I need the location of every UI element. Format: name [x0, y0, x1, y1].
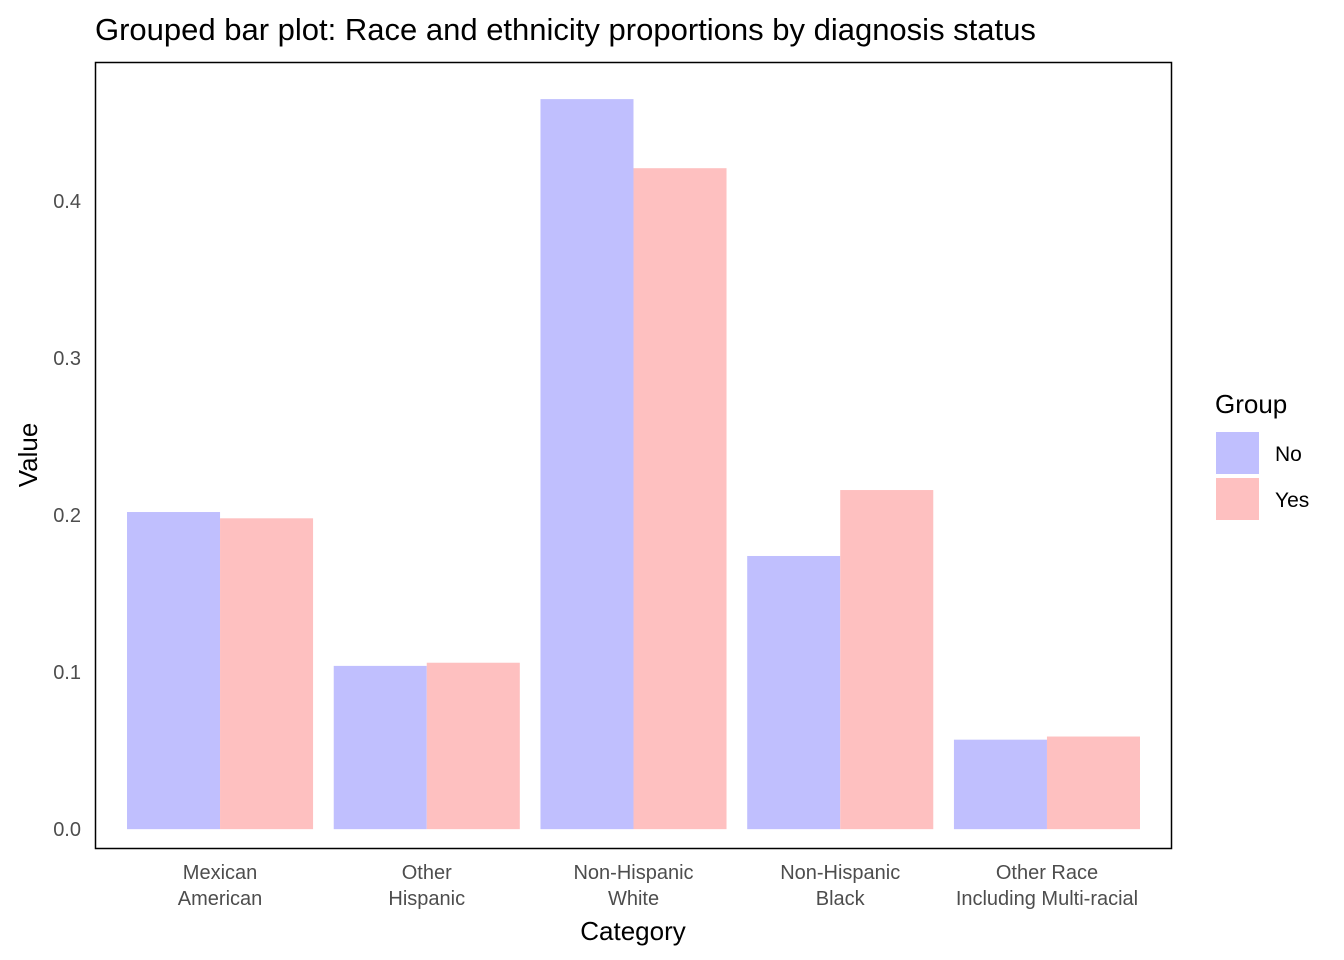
bar-no-1 — [333, 665, 427, 830]
x-tick-label: Black — [816, 888, 866, 910]
x-axis-ticks: Mexican American Other Hispanic Non-Hispanic… — [178, 862, 1138, 910]
y-axis-title: Value — [13, 423, 43, 488]
y-tick-label: 0.1 — [53, 662, 81, 684]
bar-no-4 — [953, 739, 1047, 830]
chart-title: Grouped bar plot: Race and ethnicity pro… — [95, 12, 1036, 47]
y-tick-label: 0.3 — [53, 348, 81, 370]
bar-no-0 — [127, 512, 221, 830]
legend-label-yes: Yes — [1275, 489, 1309, 512]
legend-title: Group — [1215, 389, 1287, 419]
y-tick-label: 0.2 — [53, 505, 81, 527]
x-tick-label: Including Multi-racial — [956, 888, 1138, 910]
legend-key-no — [1216, 432, 1259, 474]
y-tick-label: 0.0 — [53, 819, 81, 841]
x-axis-title: Category — [580, 916, 686, 946]
x-tick-label: Other Race — [996, 862, 1098, 884]
bar-yes-0 — [220, 518, 314, 830]
x-tick-label: American — [178, 888, 262, 910]
legend: Group No Yes — [1215, 389, 1309, 520]
bar-no-3 — [747, 555, 841, 830]
x-tick-label: Non-Hispanic — [573, 862, 693, 884]
plot-panel — [94, 61, 1173, 850]
legend-key-yes — [1216, 478, 1259, 520]
bar-yes-4 — [1046, 736, 1140, 830]
bars-layer — [127, 99, 1140, 830]
bar-yes-3 — [840, 490, 934, 830]
bar-yes-2 — [633, 168, 727, 830]
bar-yes-1 — [426, 662, 520, 830]
x-tick-label: Hispanic — [388, 888, 465, 910]
x-tick-label: Other — [402, 862, 452, 884]
x-tick-label: Non-Hispanic — [780, 862, 900, 884]
legend-label-no: No — [1275, 443, 1302, 466]
y-axis-ticks: 0.0 0.1 0.2 0.3 0.4 — [53, 191, 81, 841]
y-tick-label: 0.4 — [53, 191, 81, 213]
bar-no-2 — [540, 99, 634, 830]
x-tick-label: Mexican — [183, 862, 257, 884]
x-tick-label: White — [608, 888, 659, 910]
